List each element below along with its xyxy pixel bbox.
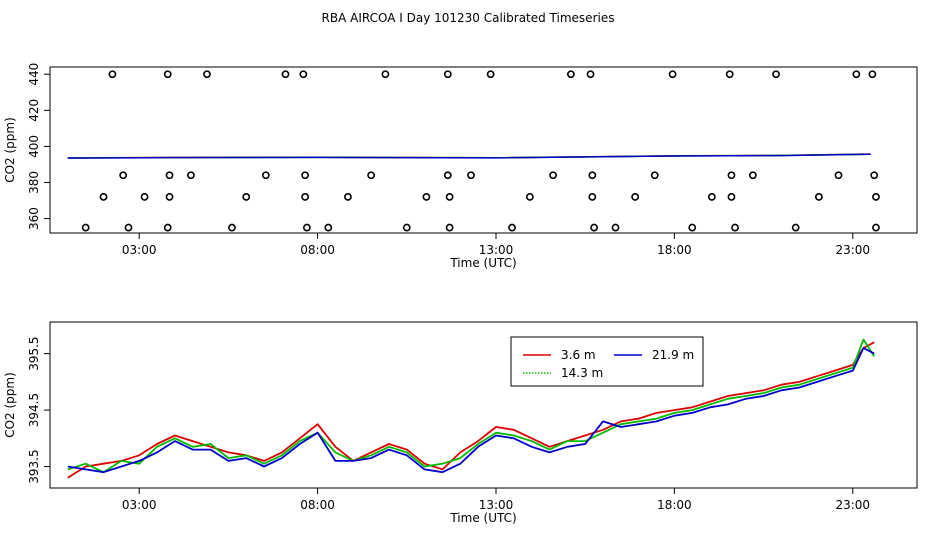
data-point [772, 70, 780, 79]
data-point [868, 70, 877, 79]
data-point [631, 193, 640, 201]
data-point [402, 223, 411, 232]
top-panel: 03:00 08:00 13:00 18:00 23:00 360 380 400 420 440… [3, 63, 918, 270]
data-point [99, 193, 108, 201]
data-point [165, 171, 174, 180]
data-point [525, 193, 534, 201]
data-point [281, 70, 290, 79]
data-point [367, 171, 376, 180]
data-point [81, 223, 90, 232]
data-point [445, 223, 454, 232]
data-point [725, 70, 734, 79]
data-point [203, 70, 211, 79]
legend: 3.6 m 21.9 m 14.3 m [510, 336, 704, 387]
x-tick-label: 03:00 [122, 498, 157, 512]
y-tick-label: 395.5 [27, 336, 41, 370]
x-tick-label: 13:00 [479, 243, 514, 257]
x-tick-label: 18:00 [657, 243, 692, 257]
data-point [165, 193, 174, 201]
data-point [870, 171, 879, 180]
y-tick-label: 440 [27, 63, 41, 86]
data-point [707, 193, 716, 201]
data-point [727, 193, 736, 201]
data-point [611, 223, 620, 232]
series-line-21-9-m [67, 347, 875, 474]
data-point [119, 171, 128, 180]
data-point [242, 193, 251, 201]
data-point [834, 171, 843, 180]
y-tick-label: 394.5 [27, 393, 41, 427]
data-point [748, 171, 757, 180]
series-line-14-3-m [67, 338, 875, 474]
bottom-panel: 03:00 08:00 13:00 18:00 23:00 393.5 394.5 395.5… [3, 321, 918, 525]
data-point [590, 223, 599, 232]
data-point [731, 223, 739, 232]
data-point [301, 171, 310, 180]
x-axis-label: Time (UTC) [449, 256, 516, 270]
data-point [727, 171, 736, 180]
y-tick-label: 380 [27, 171, 41, 194]
data-point [381, 70, 390, 79]
data-point [467, 171, 475, 180]
data-point [688, 223, 697, 232]
legend-box [510, 336, 704, 387]
legend-label: 3.6 m [561, 348, 596, 362]
data-point [445, 193, 454, 201]
plot-frame [49, 66, 918, 234]
plot-frame [49, 321, 918, 489]
y-tick-label: 393.5 [27, 449, 41, 483]
series-line-21-9-m [67, 153, 871, 159]
data-point [422, 193, 431, 201]
x-axis-label: Time (UTC) [449, 511, 516, 525]
data-point [163, 223, 172, 232]
x-tick-label: 18:00 [657, 498, 692, 512]
data-point [324, 223, 333, 232]
data-point [872, 223, 880, 232]
data-point [261, 171, 270, 180]
data-point [301, 193, 310, 201]
x-tick-label: 23:00 [835, 498, 870, 512]
data-point [549, 171, 557, 180]
data-point [443, 171, 452, 180]
data-point [791, 223, 800, 232]
chart-title: RBA AIRCOA I Day 101230 Calibrated Times… [322, 11, 615, 25]
data-point [302, 223, 311, 232]
x-tick-label: 08:00 [300, 243, 335, 257]
data-point [124, 223, 133, 232]
x-tick-label: 23:00 [835, 243, 870, 257]
data-point [814, 193, 823, 201]
data-point [567, 70, 575, 79]
data-point [187, 171, 195, 180]
x-tick-label: 08:00 [300, 498, 335, 512]
y-tick-label: 400 [27, 135, 41, 158]
data-point [163, 70, 172, 79]
data-point [588, 171, 597, 180]
y-tick-label: 360 [27, 207, 41, 230]
legend-label: 21.9 m [652, 348, 694, 362]
legend-label: 14.3 m [561, 366, 603, 380]
data-point [108, 70, 117, 79]
data-point [852, 70, 861, 79]
data-point [486, 70, 495, 79]
series-line-3-6-m [67, 341, 875, 479]
data-point [299, 70, 308, 79]
data-point [443, 70, 452, 79]
y-tick-label: 420 [27, 99, 41, 122]
data-point [588, 193, 597, 201]
data-point [668, 70, 677, 79]
data-point [140, 193, 149, 201]
data-point [650, 171, 659, 180]
x-tick-label: 03:00 [122, 243, 157, 257]
data-point [586, 70, 595, 79]
data-point [228, 223, 236, 232]
data-point [508, 223, 516, 232]
y-axis-label: CO2 (ppm) [3, 117, 17, 183]
data-point [872, 193, 880, 201]
data-point [344, 193, 352, 201]
y-axis-label: CO2 (ppm) [3, 372, 17, 438]
x-tick-label: 13:00 [479, 498, 514, 512]
